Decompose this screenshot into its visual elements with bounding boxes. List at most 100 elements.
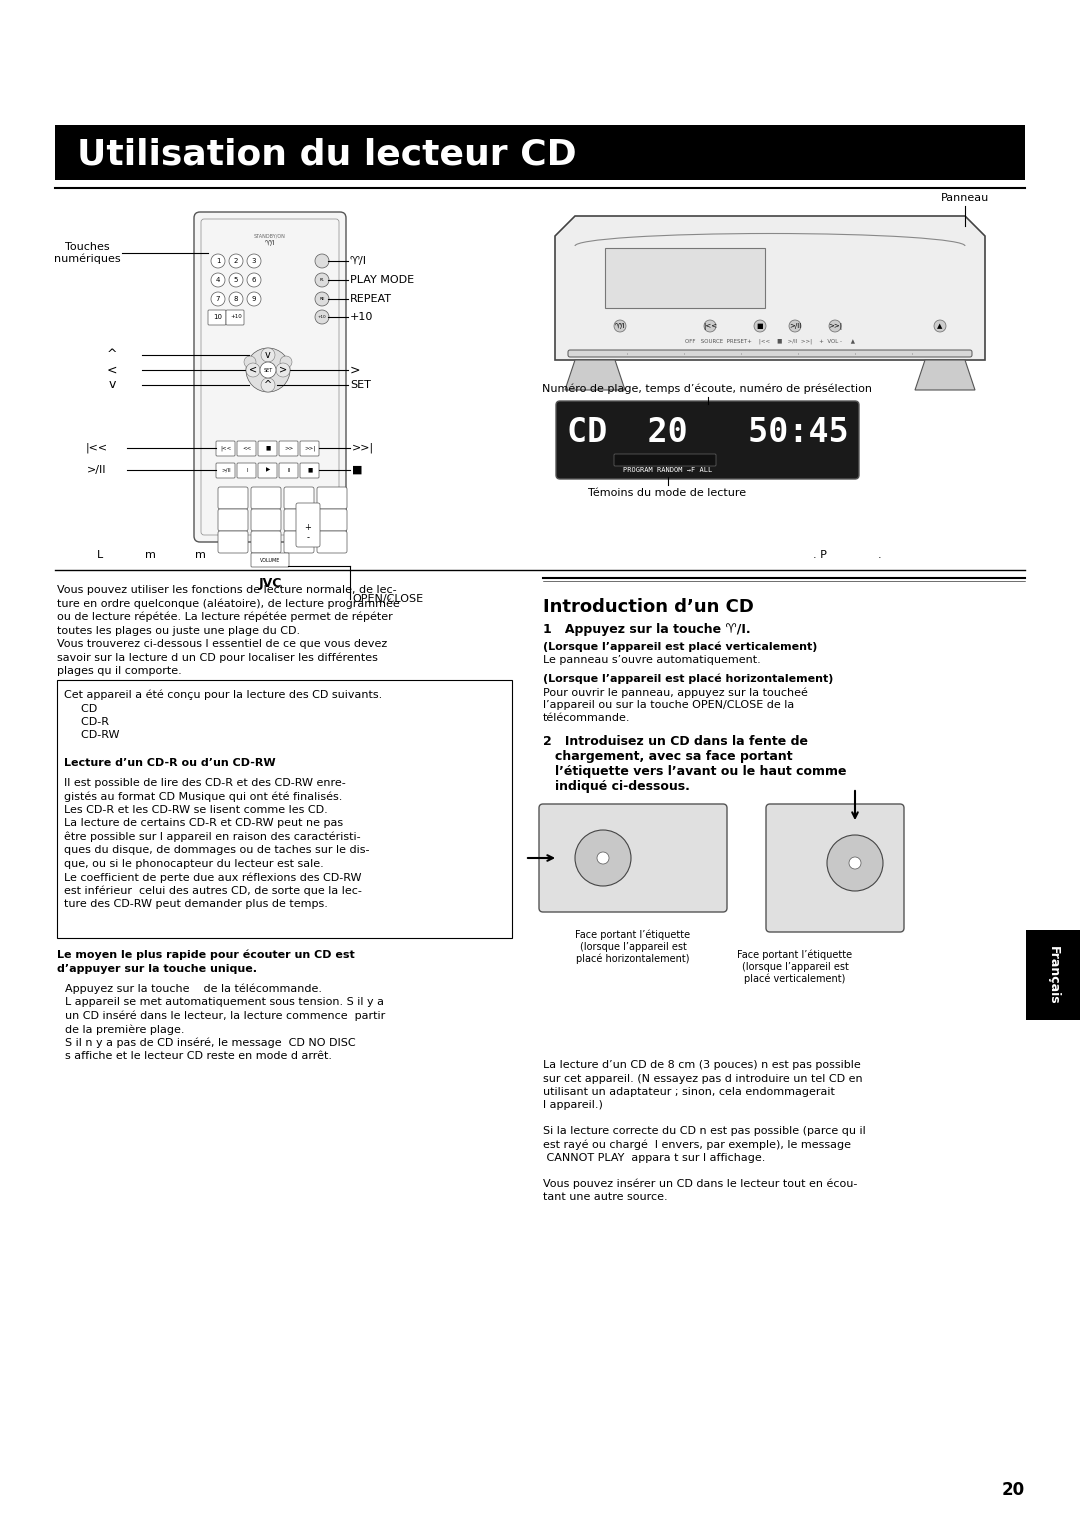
Polygon shape (555, 215, 985, 361)
Circle shape (315, 254, 329, 267)
Text: STANDBY/ON: STANDBY/ON (254, 234, 286, 238)
Text: 4: 4 (216, 277, 220, 283)
Circle shape (211, 254, 225, 267)
Text: 9: 9 (252, 296, 256, 303)
Text: télécommande.: télécommande. (543, 714, 631, 723)
FancyBboxPatch shape (237, 463, 256, 478)
Circle shape (211, 292, 225, 306)
FancyBboxPatch shape (539, 804, 727, 912)
FancyBboxPatch shape (237, 442, 256, 455)
Circle shape (261, 377, 275, 393)
Text: La lecture d’un CD de 8 cm (3 pouces) n est pas possible: La lecture d’un CD de 8 cm (3 pouces) n … (543, 1060, 861, 1070)
FancyBboxPatch shape (296, 503, 320, 547)
Circle shape (280, 356, 292, 368)
Text: >>|: >>| (352, 443, 374, 454)
Text: >: > (279, 365, 287, 374)
Text: 10: 10 (214, 313, 222, 319)
Text: m: m (194, 550, 205, 559)
Text: La lecture de certains CD-R et CD-RW peut ne pas: La lecture de certains CD-R et CD-RW peu… (64, 819, 343, 828)
Text: toutes les plages ou juste une plage du CD.: toutes les plages ou juste une plage du … (57, 625, 300, 636)
Text: >/II: >/II (87, 465, 107, 475)
Circle shape (246, 364, 260, 377)
FancyBboxPatch shape (284, 532, 314, 553)
FancyBboxPatch shape (766, 804, 904, 932)
FancyBboxPatch shape (284, 509, 314, 532)
Text: l appareil.): l appareil.) (543, 1100, 603, 1111)
Text: 1   Appuyez sur la touche ♈/I.: 1 Appuyez sur la touche ♈/I. (543, 623, 751, 636)
Circle shape (315, 274, 329, 287)
Circle shape (247, 292, 261, 306)
Text: chargement, avec sa face portant: chargement, avec sa face portant (555, 750, 793, 762)
FancyBboxPatch shape (251, 487, 281, 509)
Text: Cet appareil a été conçu pour la lecture des CD suivants.: Cet appareil a été conçu pour la lecture… (64, 691, 382, 700)
Text: ■: ■ (352, 465, 363, 475)
Circle shape (247, 254, 261, 267)
FancyBboxPatch shape (208, 310, 226, 325)
FancyBboxPatch shape (556, 400, 859, 478)
Text: être possible sur l appareil en raison des caractéristi-: être possible sur l appareil en raison d… (64, 831, 361, 842)
Text: d’appuyer sur la touche unique.: d’appuyer sur la touche unique. (57, 964, 257, 973)
Text: +: + (305, 524, 311, 532)
FancyBboxPatch shape (279, 442, 298, 455)
Text: |<<: |<< (220, 445, 231, 451)
FancyBboxPatch shape (194, 212, 346, 542)
Text: l’appareil ou sur la touche OPEN/CLOSE de la: l’appareil ou sur la touche OPEN/CLOSE d… (543, 700, 794, 711)
Text: v: v (265, 350, 271, 361)
Text: SET: SET (350, 380, 370, 390)
FancyBboxPatch shape (300, 463, 319, 478)
Text: tant une autre source.: tant une autre source. (543, 1192, 667, 1203)
Text: >: > (350, 364, 361, 376)
Text: REPEAT: REPEAT (350, 293, 392, 304)
Text: <: < (107, 364, 118, 376)
Text: >/II: >/II (788, 322, 801, 329)
Text: Les CD-R et les CD-RW se lisent comme les CD.: Les CD-R et les CD-RW se lisent comme le… (64, 805, 327, 814)
Text: ♈/I: ♈/I (615, 322, 625, 329)
Circle shape (829, 319, 841, 332)
Text: 3: 3 (252, 258, 256, 264)
FancyBboxPatch shape (279, 463, 298, 478)
Text: ♈/I: ♈/I (265, 240, 275, 246)
Text: +10: +10 (350, 312, 374, 322)
Circle shape (849, 857, 861, 869)
Text: Le moyen le plus rapide pour écouter un CD est: Le moyen le plus rapide pour écouter un … (57, 950, 354, 961)
Circle shape (575, 830, 631, 886)
Text: +10: +10 (318, 315, 326, 319)
Circle shape (934, 319, 946, 332)
Text: Utilisation du lecteur CD: Utilisation du lecteur CD (77, 138, 577, 171)
Circle shape (827, 834, 883, 891)
Text: >>|: >>| (305, 445, 315, 451)
Text: .: . (878, 550, 881, 559)
Bar (605, 248, 765, 309)
Circle shape (789, 319, 801, 332)
Text: VOLUME: VOLUME (260, 559, 280, 564)
FancyBboxPatch shape (258, 463, 276, 478)
Text: Introduction d’un CD: Introduction d’un CD (543, 597, 754, 616)
Text: ou de lecture répétée. La lecture répétée permet de répéter: ou de lecture répétée. La lecture répété… (57, 613, 393, 622)
Text: |<<: |<< (703, 322, 717, 330)
FancyBboxPatch shape (226, 310, 244, 325)
Text: . P: . P (813, 550, 827, 559)
Text: plages qu il comporte.: plages qu il comporte. (57, 666, 181, 675)
Text: Lecture d’un CD-R ou d’un CD-RW: Lecture d’un CD-R ou d’un CD-RW (64, 758, 275, 767)
Text: RE: RE (320, 296, 325, 301)
Text: <: < (248, 365, 257, 374)
Text: 6: 6 (252, 277, 256, 283)
Circle shape (229, 254, 243, 267)
Bar (55, 125, 1025, 180)
Text: CD-R: CD-R (75, 717, 109, 727)
FancyBboxPatch shape (568, 350, 972, 358)
FancyBboxPatch shape (258, 442, 276, 455)
Text: s affiche et le lecteur CD reste en mode d arrêt.: s affiche et le lecteur CD reste en mode… (65, 1051, 332, 1062)
Circle shape (704, 319, 716, 332)
Circle shape (244, 356, 256, 368)
Circle shape (247, 274, 261, 287)
Text: 7: 7 (216, 296, 220, 303)
FancyBboxPatch shape (251, 509, 281, 532)
Text: Pour ouvrir le panneau, appuyez sur la toucheé: Pour ouvrir le panneau, appuyez sur la t… (543, 688, 808, 697)
Text: 2: 2 (233, 258, 239, 264)
Text: 5: 5 (233, 277, 239, 283)
Text: un CD inséré dans le lecteur, la lecture commence  partir: un CD inséré dans le lecteur, la lecture… (65, 1010, 386, 1021)
Text: I: I (246, 468, 247, 472)
Text: Face portant l’étiquette
(lorsque l’appareil est
placé verticalement): Face portant l’étiquette (lorsque l’appa… (738, 950, 852, 984)
Text: Témoins du mode de lecture: Témoins du mode de lecture (589, 487, 746, 498)
